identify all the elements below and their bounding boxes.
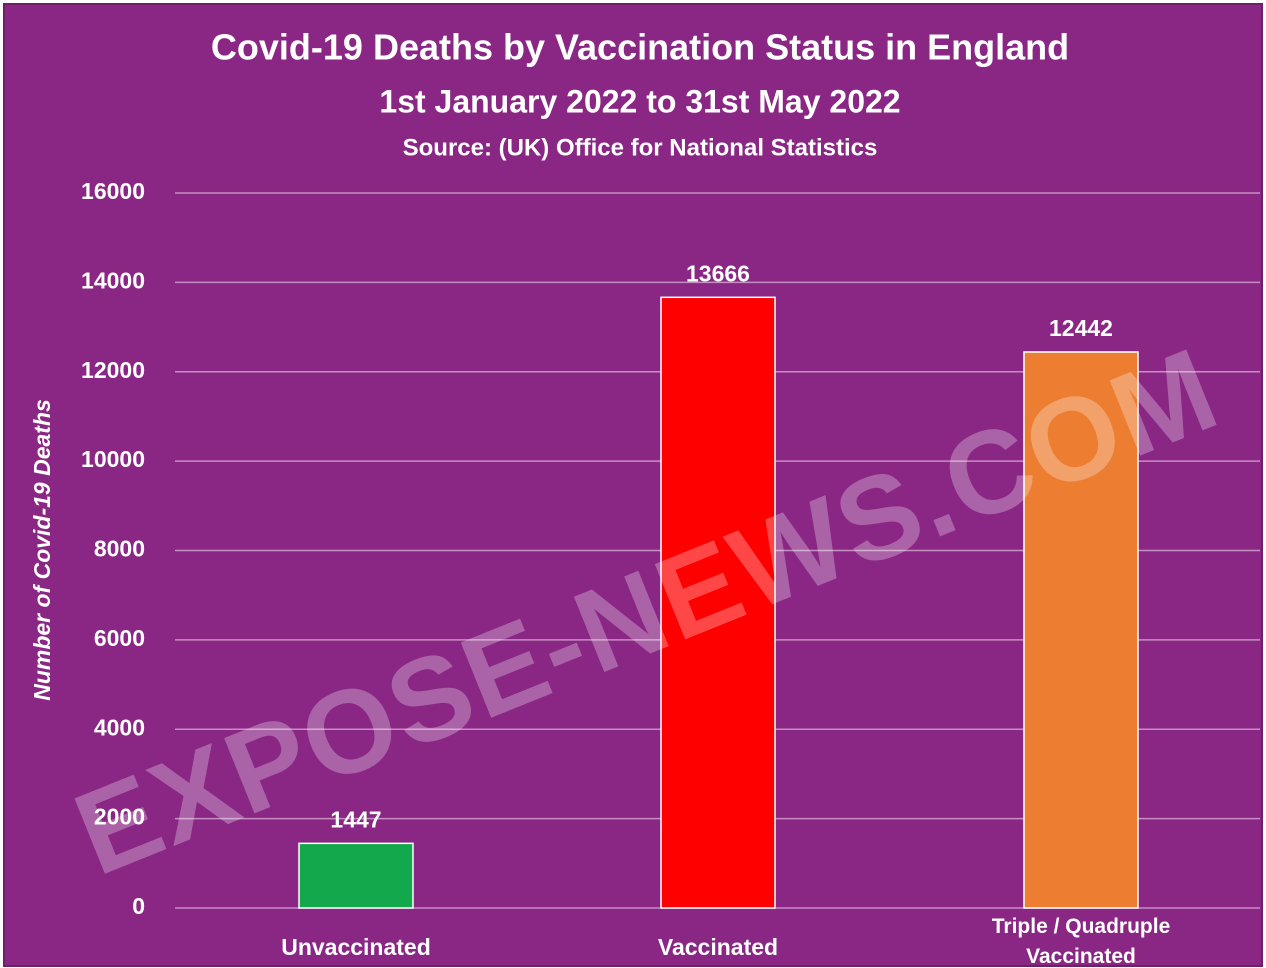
- y-tick-label: 12000: [81, 357, 145, 383]
- y-tick-label: 16000: [81, 178, 145, 204]
- x-tick-label-box: Unvaccinated: [281, 934, 431, 960]
- y-tick-label: 2000: [94, 804, 145, 830]
- x-tick-label: Triple / Quadruple Vaccinated: [991, 915, 1171, 968]
- y-tick-label: 6000: [94, 625, 145, 651]
- data-label: 13666: [686, 260, 750, 286]
- data-label: 12442: [1049, 315, 1113, 341]
- x-tick-label-box: Triple / Quadruple Vaccinated: [991, 915, 1171, 968]
- x-tick-label-box: Vaccinated: [657, 934, 779, 960]
- x-tick-label: Unvaccinated: [281, 934, 431, 960]
- y-tick-label: 4000: [94, 714, 145, 740]
- y-tick-label: 0: [132, 893, 145, 919]
- bar: [1023, 351, 1139, 909]
- chart-subtitle: 1st January 2022 to 31st May 2022: [379, 83, 900, 119]
- chart-source: Source: (UK) Office for National Statist…: [403, 134, 878, 161]
- bar: [298, 842, 414, 909]
- bar: [660, 296, 776, 909]
- data-label: 1447: [330, 806, 381, 832]
- y-axis-label: Number of Covid-19 Deaths: [29, 399, 55, 701]
- y-tick-label: 10000: [81, 446, 145, 472]
- y-tick-label: 8000: [94, 536, 145, 562]
- x-tick-label: Vaccinated: [657, 934, 779, 960]
- chart-title: Covid-19 Deaths by Vaccination Status in…: [211, 27, 1069, 68]
- y-tick-label: 14000: [81, 267, 145, 293]
